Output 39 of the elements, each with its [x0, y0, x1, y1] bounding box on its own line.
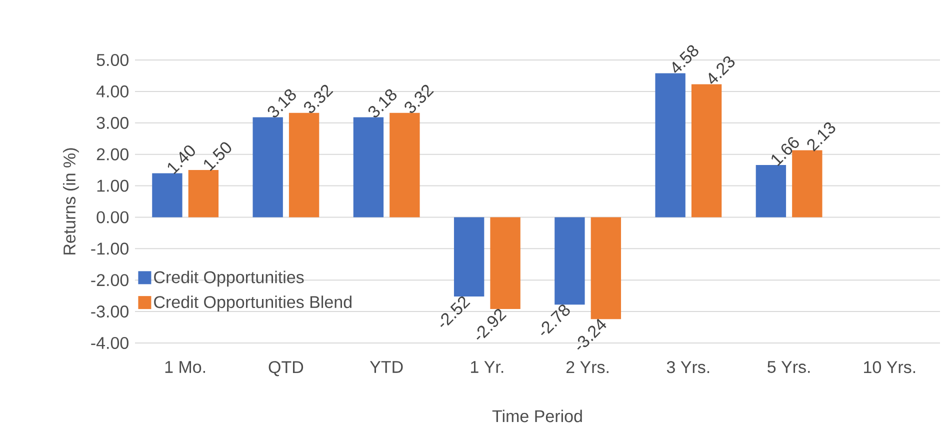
bar [655, 73, 686, 218]
bar [554, 217, 585, 305]
bar [490, 217, 520, 310]
y-tick-label: -1.00 [91, 242, 128, 255]
bar [756, 165, 786, 218]
y-tick-label: 3.00 [96, 116, 128, 129]
data-label: 4.58 [672, 45, 698, 73]
bar [353, 117, 384, 218]
bar [454, 217, 484, 296]
legend-label: Credit Opportunities [154, 270, 304, 287]
bar [590, 217, 622, 320]
x-tick-label: 5 Yrs. [768, 361, 810, 373]
x-tick-label: 1 Yr. [471, 361, 504, 373]
y-tick-label: -3.00 [91, 306, 128, 318]
x-tick-label: 3 Yrs. [666, 361, 710, 374]
data-label: 3.32 [404, 84, 434, 113]
x-tick-label: QTD [268, 361, 304, 376]
y-axis-title: Returns (in %) [63, 148, 79, 254]
y-tick-label: 4.00 [96, 85, 128, 98]
x-tick-label: 10 Yrs. [864, 361, 916, 374]
x-tick-label: 2 Yrs. [566, 361, 608, 374]
y-tick-label: 1.00 [97, 180, 128, 192]
y-tick-label: -4.00 [91, 336, 128, 350]
data-label: 3.18 [268, 89, 296, 118]
bar [691, 84, 722, 218]
legend-label: Credit Opportunities Blend [154, 296, 352, 312]
x-axis-title: Time Period [492, 410, 582, 422]
data-label: 4.23 [708, 56, 735, 84]
x-tick-label: YTD [370, 361, 403, 373]
y-tick-label: 0.00 [96, 211, 128, 224]
y-tick-label: -2.00 [91, 274, 128, 286]
data-label: 3.32 [304, 84, 334, 113]
data-label: 1.40 [168, 145, 195, 174]
data-label: 3.18 [368, 89, 396, 118]
bar [152, 173, 182, 218]
x-tick-label: 1 Mo. [165, 361, 206, 373]
y-tick-label: 5.00 [96, 54, 128, 66]
y-tick-label: 2.00 [96, 148, 128, 160]
bar [252, 117, 283, 218]
